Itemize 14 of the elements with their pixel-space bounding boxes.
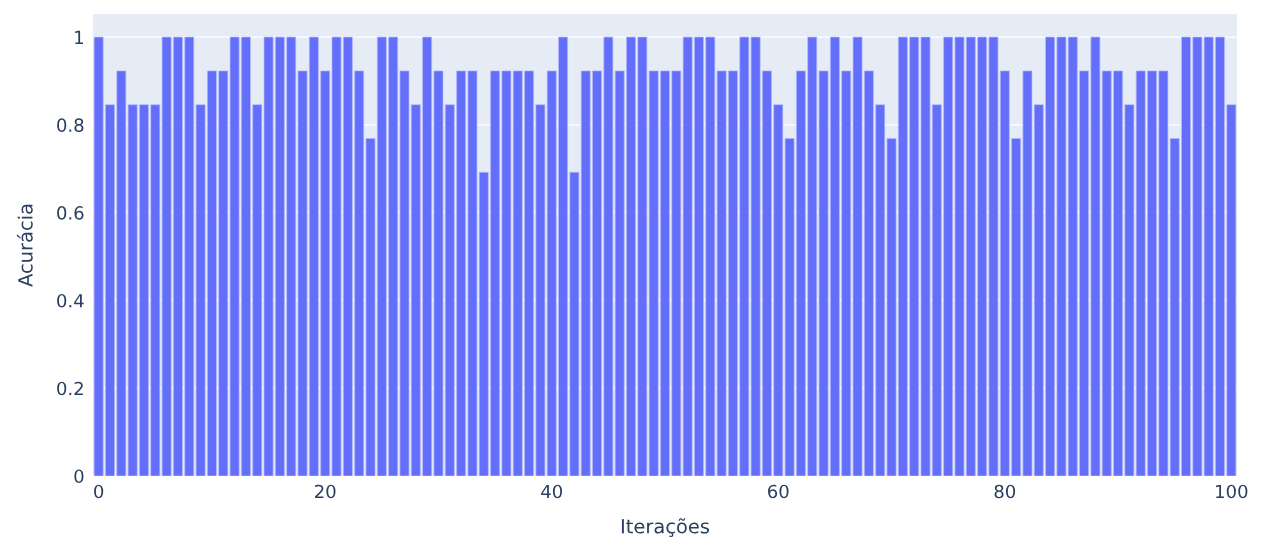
y-tick-label: 0.8 — [57, 118, 84, 132]
x-tick-label: 0 — [94, 484, 104, 499]
x-tick-label: 100 — [1216, 484, 1248, 499]
y-axis-title: Acurácia — [16, 204, 33, 287]
x-axis-title: Iterações — [621, 518, 709, 538]
y-tick-label: 0.6 — [57, 206, 84, 220]
x-tick-label: 40 — [541, 484, 563, 499]
x-tick-label: 60 — [768, 484, 789, 499]
y-tick-label: 0.4 — [57, 293, 84, 308]
y-tick-label: 0.2 — [57, 381, 83, 396]
x-tick-label: 80 — [994, 484, 1016, 499]
y-tick-label: 1 — [75, 30, 83, 44]
y-tick-label: 0 — [74, 469, 84, 484]
x-tick-label: 20 — [315, 484, 336, 499]
